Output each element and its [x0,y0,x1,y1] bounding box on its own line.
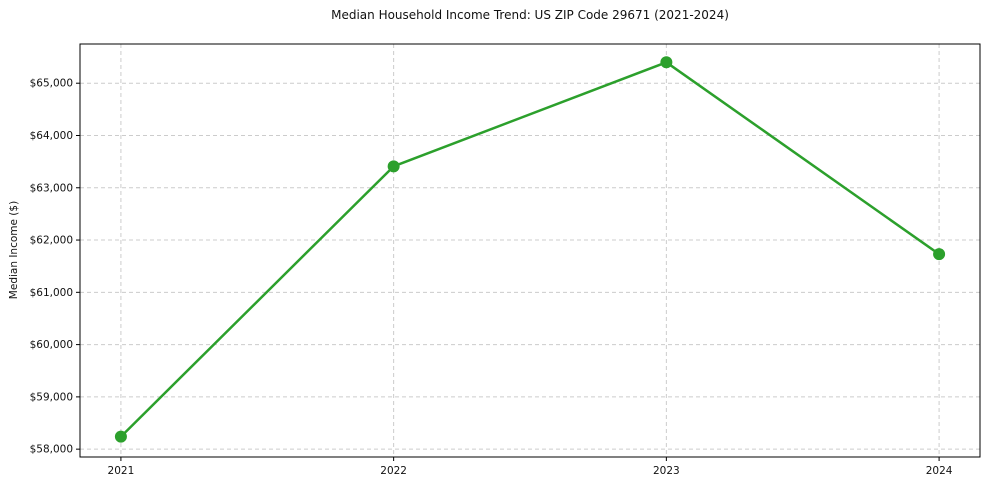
y-tick-label: $60,000 [30,339,73,351]
trend-line [119,61,941,438]
x-tick-label: 2022 [380,465,407,477]
data-point-2022 [387,160,400,173]
data-point-2024 [933,248,946,261]
data-point-2021 [114,430,127,443]
plot-frame [79,43,981,458]
y-tick-label: $63,000 [30,182,73,194]
y-tick-label: $59,000 [30,391,73,403]
y-tick-label: $62,000 [30,235,73,247]
x-tick-label: 2023 [653,465,680,477]
x-tick-label: 2021 [108,465,135,477]
y-tick-label: $64,000 [30,130,73,142]
y-tick-label: $61,000 [30,287,73,299]
y-tick-label: $58,000 [30,444,73,456]
data-point-2023 [660,56,673,69]
x-tick-label: 2024 [926,465,953,477]
chart-title: Median Household Income Trend: US ZIP Co… [331,8,729,22]
y-tick-label: $65,000 [30,78,73,90]
